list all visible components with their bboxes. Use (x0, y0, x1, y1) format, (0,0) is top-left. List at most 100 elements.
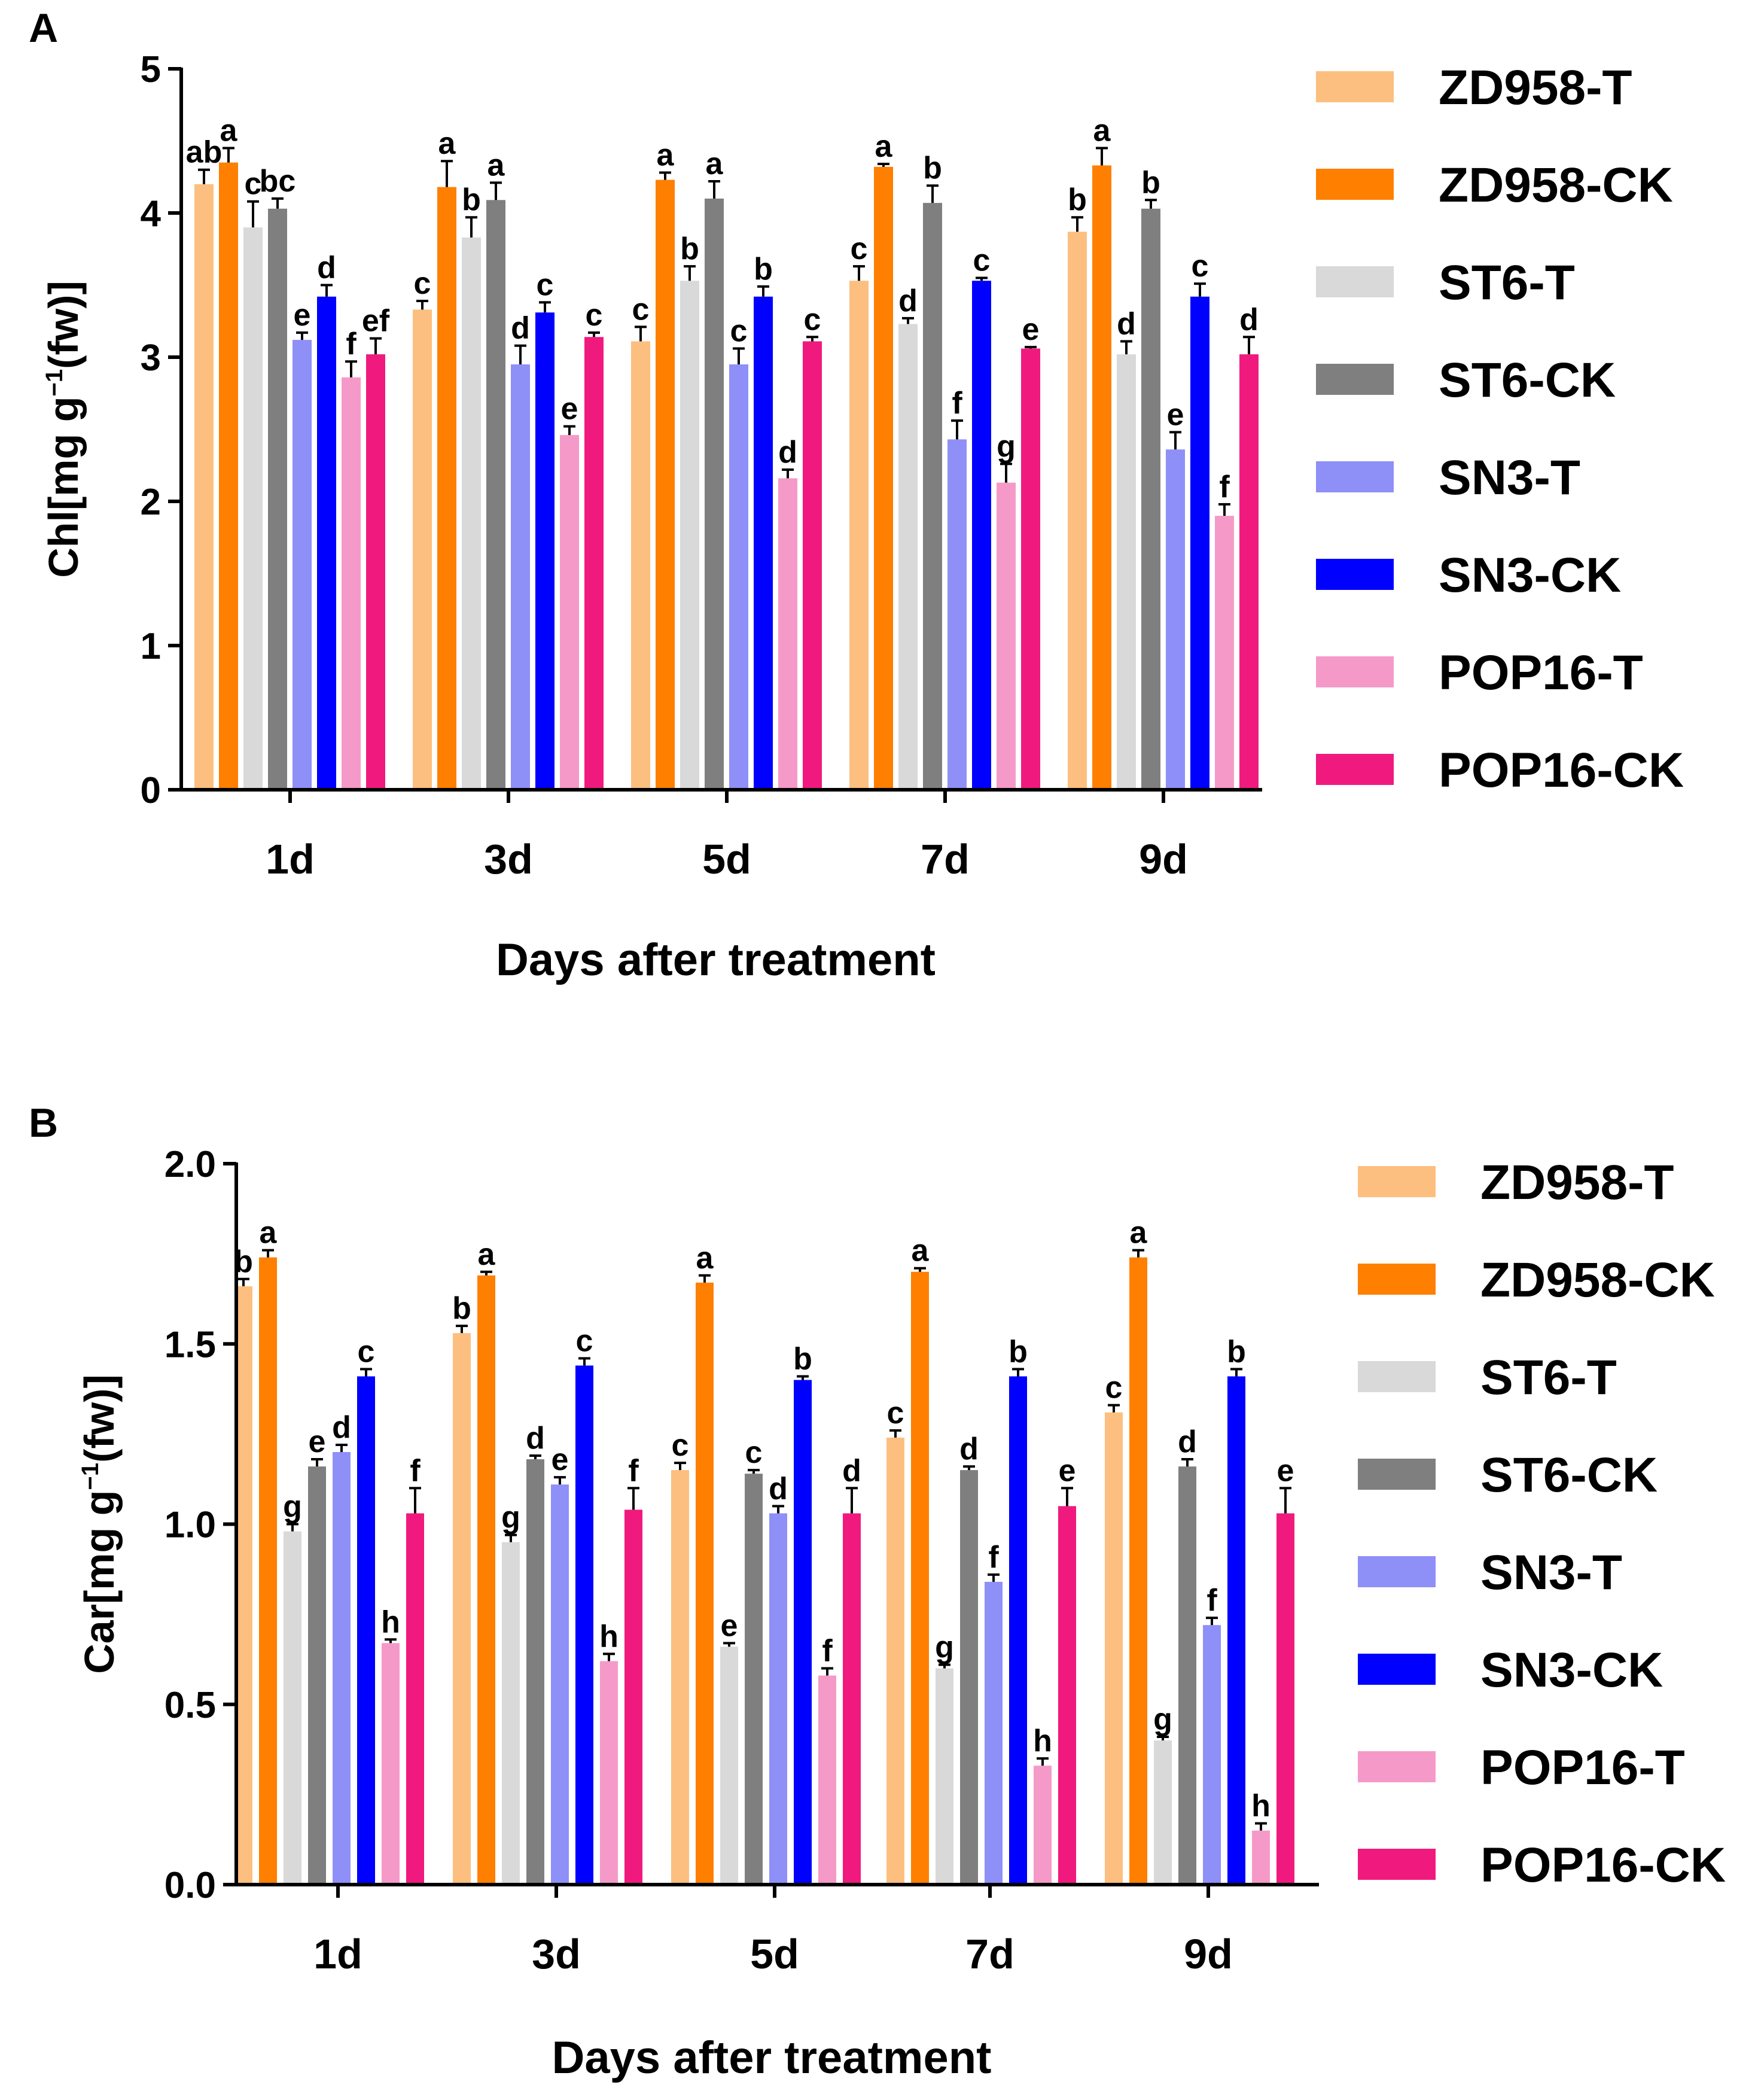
significance-letter: c (632, 292, 650, 327)
x-tick-label: 3d (484, 836, 533, 882)
significance-letter: c (973, 243, 991, 278)
x-axis-title: Days after treatment (496, 935, 936, 985)
legend-label-pop16-t: POP16-T (1439, 646, 1643, 700)
bar-pop16-t-3d (560, 435, 579, 790)
significance-letter: bc (260, 164, 296, 199)
bar-st6-ck-3d (486, 200, 505, 790)
error-bar (505, 1533, 517, 1542)
bar-st6-ck-7d (923, 203, 942, 790)
bar-sn3-ck-7d (1009, 1376, 1027, 1885)
bar-st6-t-5d (680, 281, 699, 790)
legend-label-pop16-ck: POP16-CK (1480, 1838, 1726, 1892)
bar-st6-t-7d (898, 324, 918, 790)
error-bar (902, 316, 914, 324)
bar-st6-ck-3d (526, 1459, 544, 1885)
error-bar (539, 301, 551, 313)
legend-swatch-pop16-ck (1358, 1849, 1436, 1880)
significance-letter: a (438, 126, 456, 161)
bar-zd958-t-9d (1068, 232, 1087, 790)
y-axis-title-superscript: −1 (41, 369, 68, 397)
error-bar (554, 1476, 566, 1485)
error-bar (1132, 1249, 1144, 1258)
error-bar (951, 419, 963, 440)
error-bar (480, 1270, 492, 1276)
significance-letter: c (851, 232, 868, 266)
error-bar (296, 331, 308, 340)
error-bar (237, 1277, 249, 1286)
error-bar (1169, 431, 1181, 450)
bar-pop16-t-3d (600, 1661, 618, 1885)
bar-sn3-t-5d (729, 364, 748, 790)
significance-letter: a (912, 1234, 930, 1268)
significance-letter: f (346, 327, 357, 361)
error-bar (490, 181, 502, 200)
bar-st6-ck-5d (745, 1474, 763, 1885)
error-bar (853, 265, 865, 281)
error-bar (806, 336, 818, 342)
error-bar (748, 1469, 760, 1474)
bar-zd958-ck-7d (874, 166, 893, 790)
significance-letter: d (959, 1432, 979, 1466)
bar-zd958-t-5d (631, 341, 650, 790)
significance-letter: b (1009, 1334, 1028, 1369)
significance-letter: d (1239, 302, 1259, 337)
error-bar (976, 276, 988, 281)
bar-zd958-t-9d (1105, 1412, 1123, 1885)
bar-st6-t-9d (1154, 1740, 1172, 1885)
significance-letter: f (988, 1540, 999, 1575)
legend: ZD958-T ZD958-CK ST6-T ST6-CK SN3-T SN3-CK POP… (1316, 60, 1684, 798)
significance-letter: c (1192, 249, 1209, 284)
y-axis-title-main: Car[mg g (76, 1490, 123, 1674)
error-bar (1037, 1757, 1049, 1766)
significance-letter: ab (186, 135, 223, 170)
error-bar (456, 1325, 468, 1334)
legend-swatch-st6-t (1358, 1361, 1436, 1392)
error-bar (336, 1443, 348, 1452)
significance-letter: a (696, 1241, 714, 1276)
y-tick-label: 1 (141, 626, 161, 667)
significance-letter: c (245, 167, 262, 202)
legend-label-st6-ck: ST6-CK (1480, 1448, 1658, 1502)
legend-label-st6-t: ST6-T (1439, 255, 1575, 310)
significance-letter: a (657, 138, 675, 173)
legend-swatch-pop16-t (1358, 1751, 1436, 1782)
y-axis-title-tail: (fw)] (76, 1374, 123, 1463)
bar-pop16-t-5d (778, 478, 797, 790)
error-bar (659, 171, 671, 180)
x-tick-label: 7d (965, 1931, 1014, 1977)
error-bar (441, 160, 453, 187)
significance-letter: f (1207, 1583, 1217, 1618)
bar-st6-ck-1d (268, 208, 287, 790)
significance-letter: a (706, 147, 724, 181)
error-bar (223, 147, 234, 163)
x-tick-label: 9d (1184, 1931, 1233, 1977)
legend-swatch-st6-ck (1316, 364, 1394, 395)
error-bar (345, 360, 357, 378)
error-bar (529, 1454, 541, 1460)
bar-zd958-ck-9d (1129, 1257, 1147, 1885)
bar-sn3-t-9d (1166, 449, 1185, 790)
bar-sn3-ck-1d (317, 296, 336, 790)
panel-label-a: A (29, 5, 58, 51)
bar-pop16-ck-3d (584, 337, 604, 790)
error-bar (684, 265, 696, 281)
error-bar (247, 200, 259, 228)
bar-st6-t-1d (284, 1531, 301, 1885)
y-tick-label: 3 (141, 337, 161, 379)
significance-letter: b (1141, 165, 1160, 200)
error-bar (409, 1487, 421, 1514)
significance-letter: b (923, 151, 942, 185)
legend-label-pop16-t: POP16-T (1480, 1740, 1685, 1795)
error-bar (1096, 147, 1108, 166)
significance-letter: e (309, 1425, 326, 1459)
significance-letter: h (1033, 1724, 1052, 1758)
error-bar (416, 300, 428, 310)
bar-sn3-ck-3d (575, 1365, 593, 1885)
bar-zd958-ck-5d (696, 1282, 714, 1885)
legend-swatch-st6-ck (1358, 1459, 1436, 1490)
bar-sn3-t-3d (511, 364, 530, 790)
error-bar (1071, 216, 1083, 232)
error-bar (1194, 282, 1206, 297)
